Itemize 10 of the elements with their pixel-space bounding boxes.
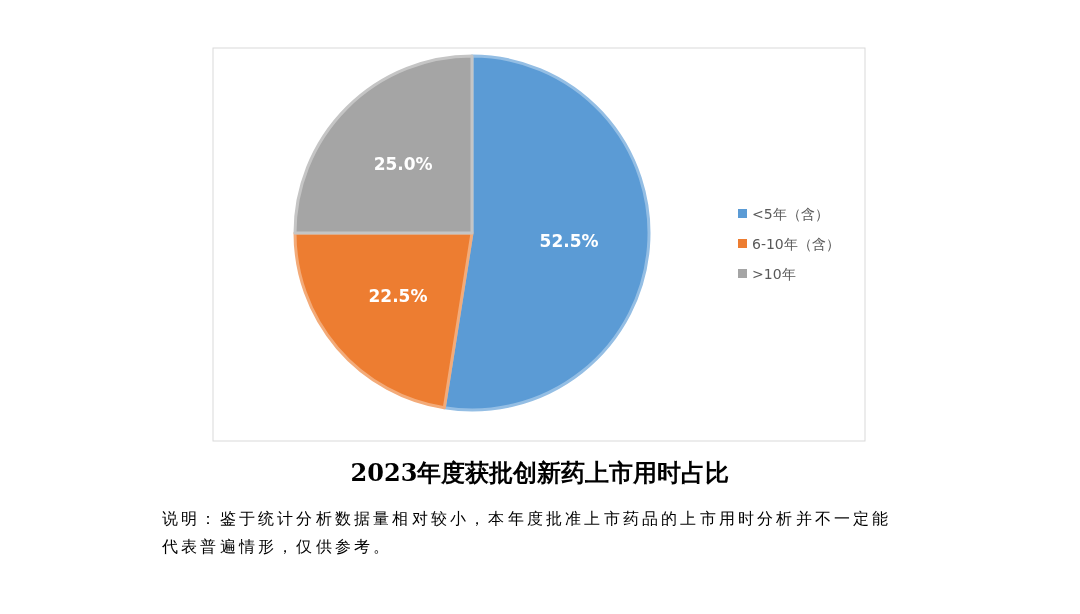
pie-slice [293,54,474,235]
data-label: 52.5% [539,230,599,251]
text: 2023年度获批创新药上市用时占比 [350,458,730,487]
legend-label: 6-10年（含） [752,235,840,252]
legend-label: >10年 [752,265,796,282]
pie-slice [293,231,474,410]
text: 说明：鉴于统计分析数据量相对较小，本年度批准上市药品的上市用时分析并不一定能代表普遍情形，仅供参考。 [161,509,892,556]
legend-label: <5年（含） [752,205,829,222]
data-label: 22.5% [368,286,428,307]
data-label: 25.0% [373,154,433,175]
